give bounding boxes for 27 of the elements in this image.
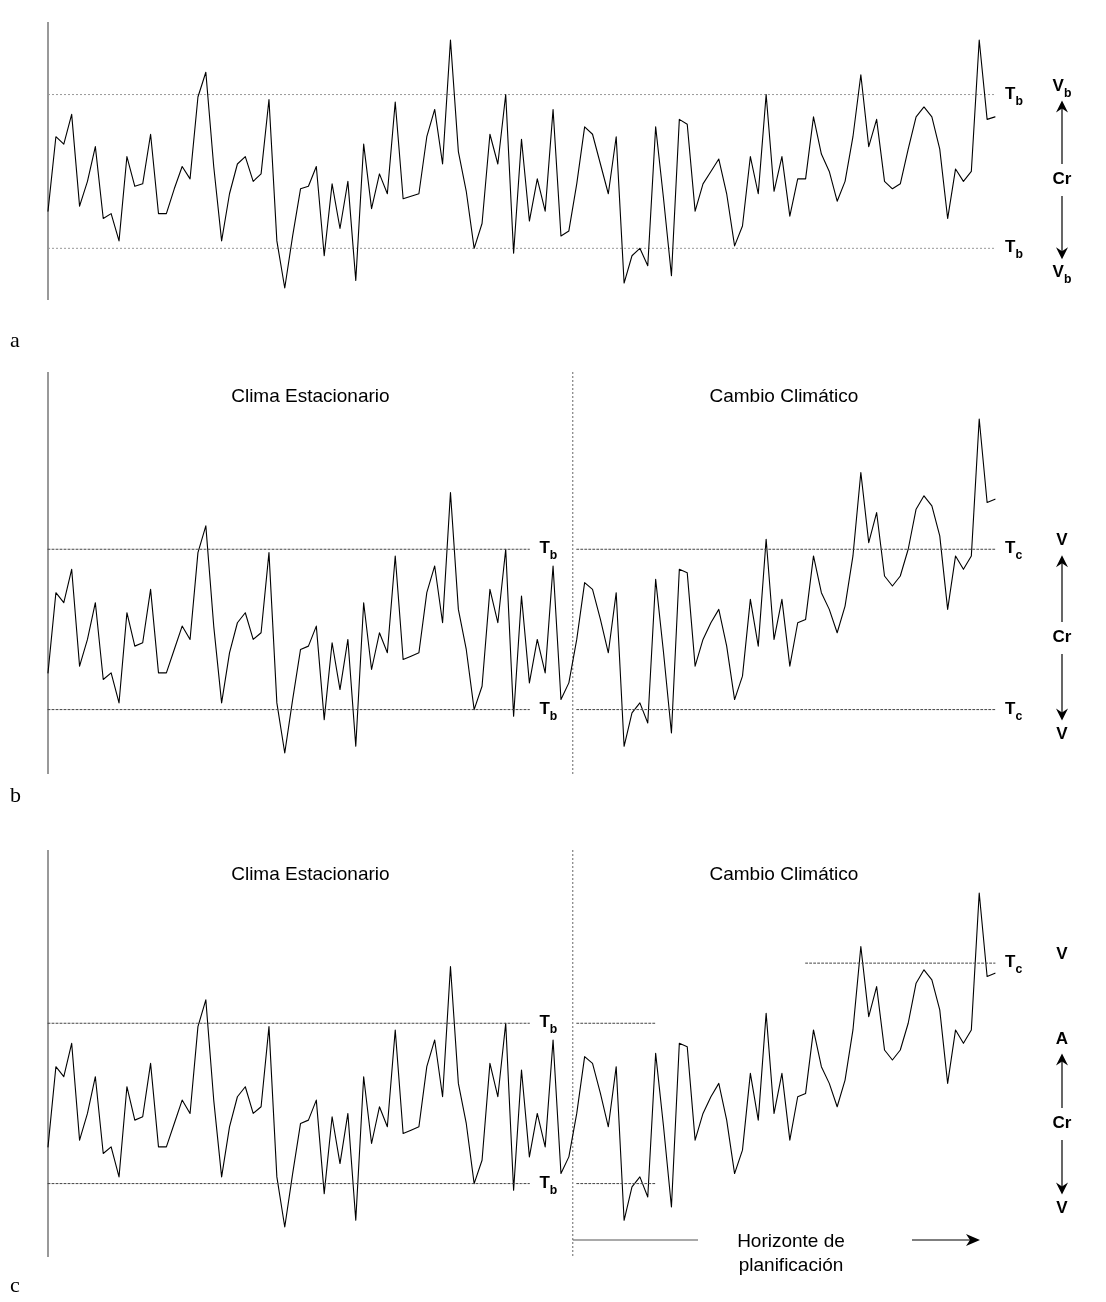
x-axis-title: Horizonte de planificación bbox=[737, 1229, 845, 1276]
ref-line-label: T$_{b}$ bbox=[1005, 237, 1023, 262]
text: Cr bbox=[1052, 1113, 1072, 1133]
text: Cambio Climático bbox=[709, 863, 859, 884]
text: V$_{b}$ bbox=[1052, 262, 1072, 287]
text: Clima Estacionario bbox=[231, 863, 390, 884]
text: b bbox=[10, 782, 21, 807]
text: V bbox=[1056, 1198, 1069, 1218]
text: c bbox=[10, 1272, 20, 1297]
series-label: T$_{b}$ bbox=[539, 699, 558, 723]
series-label: T$_{b}$ bbox=[539, 538, 558, 563]
text: Cr bbox=[1052, 169, 1072, 189]
text: Clima Estacionario bbox=[231, 385, 390, 406]
series-label: T$_{c}$ bbox=[1005, 538, 1023, 563]
series-label: T$_{c}$ bbox=[1005, 699, 1023, 723]
text: V bbox=[1056, 530, 1069, 550]
text: a bbox=[10, 327, 20, 352]
ref-line-label: T$_{b}$ bbox=[1005, 84, 1023, 108]
series-label: T$_{c}$ bbox=[1005, 952, 1023, 977]
text: Cr bbox=[1052, 627, 1072, 647]
text: V$_{b}$ bbox=[1052, 76, 1072, 100]
text: V bbox=[1056, 724, 1069, 744]
series-label: T$_{b}$ bbox=[539, 1012, 558, 1037]
text: Cambio Climático bbox=[709, 385, 859, 406]
text: V bbox=[1056, 944, 1069, 964]
text: A bbox=[1055, 1029, 1069, 1049]
series-label: T$_{b}$ bbox=[539, 1173, 558, 1197]
